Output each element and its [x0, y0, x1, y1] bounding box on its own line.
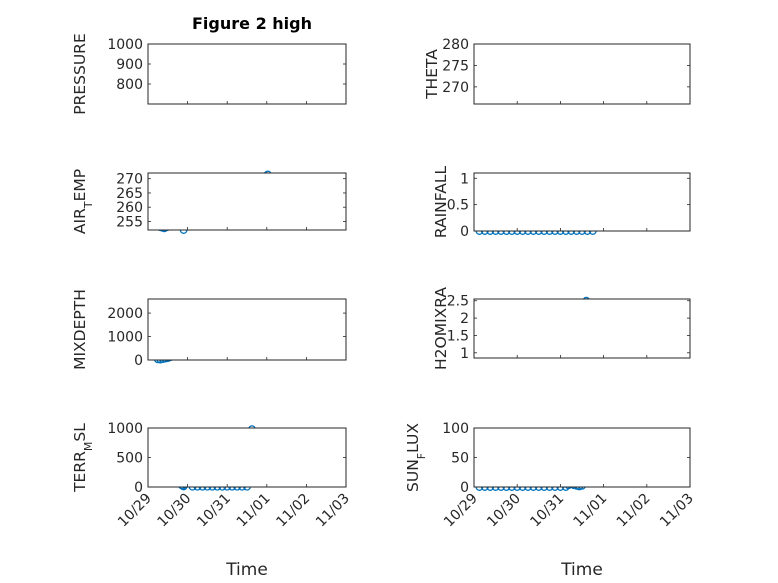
axes-frame [473, 298, 691, 359]
y-axis-label-part: TERR [71, 451, 89, 493]
x-tick-label: 11/01 [571, 491, 611, 531]
x-tick-label: 10/29 [441, 491, 481, 531]
y-tick-label: 50 [451, 451, 469, 467]
subplot-7: 0 500 1000 10/29 10/30 10/31 11/01 11/02 11/03 TE… [71, 421, 353, 580]
y-axis-label-part: AIR [71, 208, 89, 234]
x-tick-label: 11/02 [614, 491, 654, 531]
y-tick-label: 260 [116, 200, 143, 216]
y-tick-label: 1 [460, 171, 469, 187]
y-axis-label-sub: M [82, 442, 95, 452]
y-axis-label-part: EMP [71, 169, 89, 202]
y-axis-label-sub: F [415, 453, 428, 459]
y-tick-label: 0 [460, 224, 469, 240]
axes-frame [473, 43, 691, 105]
y-tick-label: 900 [116, 57, 143, 73]
subplot-1: 800 900 1000 PRESSURE [71, 33, 347, 115]
x-tick-label: 11/02 [273, 491, 313, 531]
y-tick-label: 2 [460, 311, 469, 327]
y-axis-label: SUNFLUX [404, 423, 428, 492]
subplot-5: 0 1000 2000 MIXDEPTH [71, 289, 347, 370]
y-tick-label: 0 [460, 480, 469, 496]
x-tick-label: 10/30 [484, 491, 524, 531]
axes-frame [147, 43, 347, 105]
x-tick-label: 11/01 [234, 491, 274, 531]
x-tick-label: 11/03 [657, 491, 697, 531]
y-tick-label: 1000 [107, 421, 143, 437]
subplot-4: 0 0.5 1 RAINFALL [432, 165, 691, 240]
y-tick-label: 1 [460, 346, 469, 362]
y-tick-label: 1000 [107, 37, 143, 53]
axes-frame [473, 427, 691, 488]
y-tick-label: 255 [116, 214, 143, 230]
y-tick-label: 0 [134, 353, 143, 369]
y-tick-label: 100 [442, 421, 469, 437]
y-tick-label: 0.5 [447, 198, 469, 214]
y-tick-label: 500 [116, 451, 143, 467]
y-axis-label: PRESSURE [71, 33, 89, 115]
x-tick-label: 10/31 [194, 491, 234, 531]
axes-frame [147, 298, 347, 361]
y-tick-label: 265 [116, 186, 143, 202]
subplot-8: 0 50 100 10/29 10/30 10/31 11/01 11/02 11/03 SUNF… [404, 421, 697, 580]
y-tick-label: 2.5 [447, 294, 469, 310]
y-axis-label-part: SUN [404, 459, 422, 492]
y-tick-label: 0 [134, 480, 143, 496]
y-tick-label: 800 [116, 77, 143, 93]
y-axis-label-part: LUX [404, 423, 422, 453]
y-axis-label: MIXDEPTH [71, 289, 89, 370]
y-axis-label: THETA [423, 49, 441, 100]
y-tick-label: 1000 [107, 330, 143, 346]
y-axis-label: H2OMIXRA [432, 287, 450, 370]
y-axis-label: TERRMSL [71, 423, 95, 493]
x-tick-label: 10/30 [155, 491, 195, 531]
y-axis-label: AIRTEMP [71, 169, 95, 234]
axes-frame [473, 172, 691, 232]
y-tick-label: 270 [116, 172, 143, 188]
y-tick-label: 275 [442, 58, 469, 74]
figure-title: Figure 2 high [192, 14, 312, 33]
y-tick-label: 270 [442, 80, 469, 96]
axes-frame [147, 427, 347, 488]
x-tick-label: 10/31 [527, 491, 567, 531]
x-tick-label: 10/29 [115, 491, 155, 531]
y-tick-label: 2000 [107, 306, 143, 322]
x-axis-label: Time [560, 560, 603, 580]
x-axis-label: Time [225, 560, 268, 580]
x-tick-label: 11/03 [313, 491, 353, 531]
y-tick-label: 1.5 [447, 328, 469, 344]
y-tick-label: 280 [442, 37, 469, 53]
y-axis-label-sub: T [82, 201, 95, 209]
axes-frame [147, 172, 347, 231]
y-axis-label: RAINFALL [432, 165, 450, 238]
y-axis-label-part: SL [71, 423, 89, 442]
